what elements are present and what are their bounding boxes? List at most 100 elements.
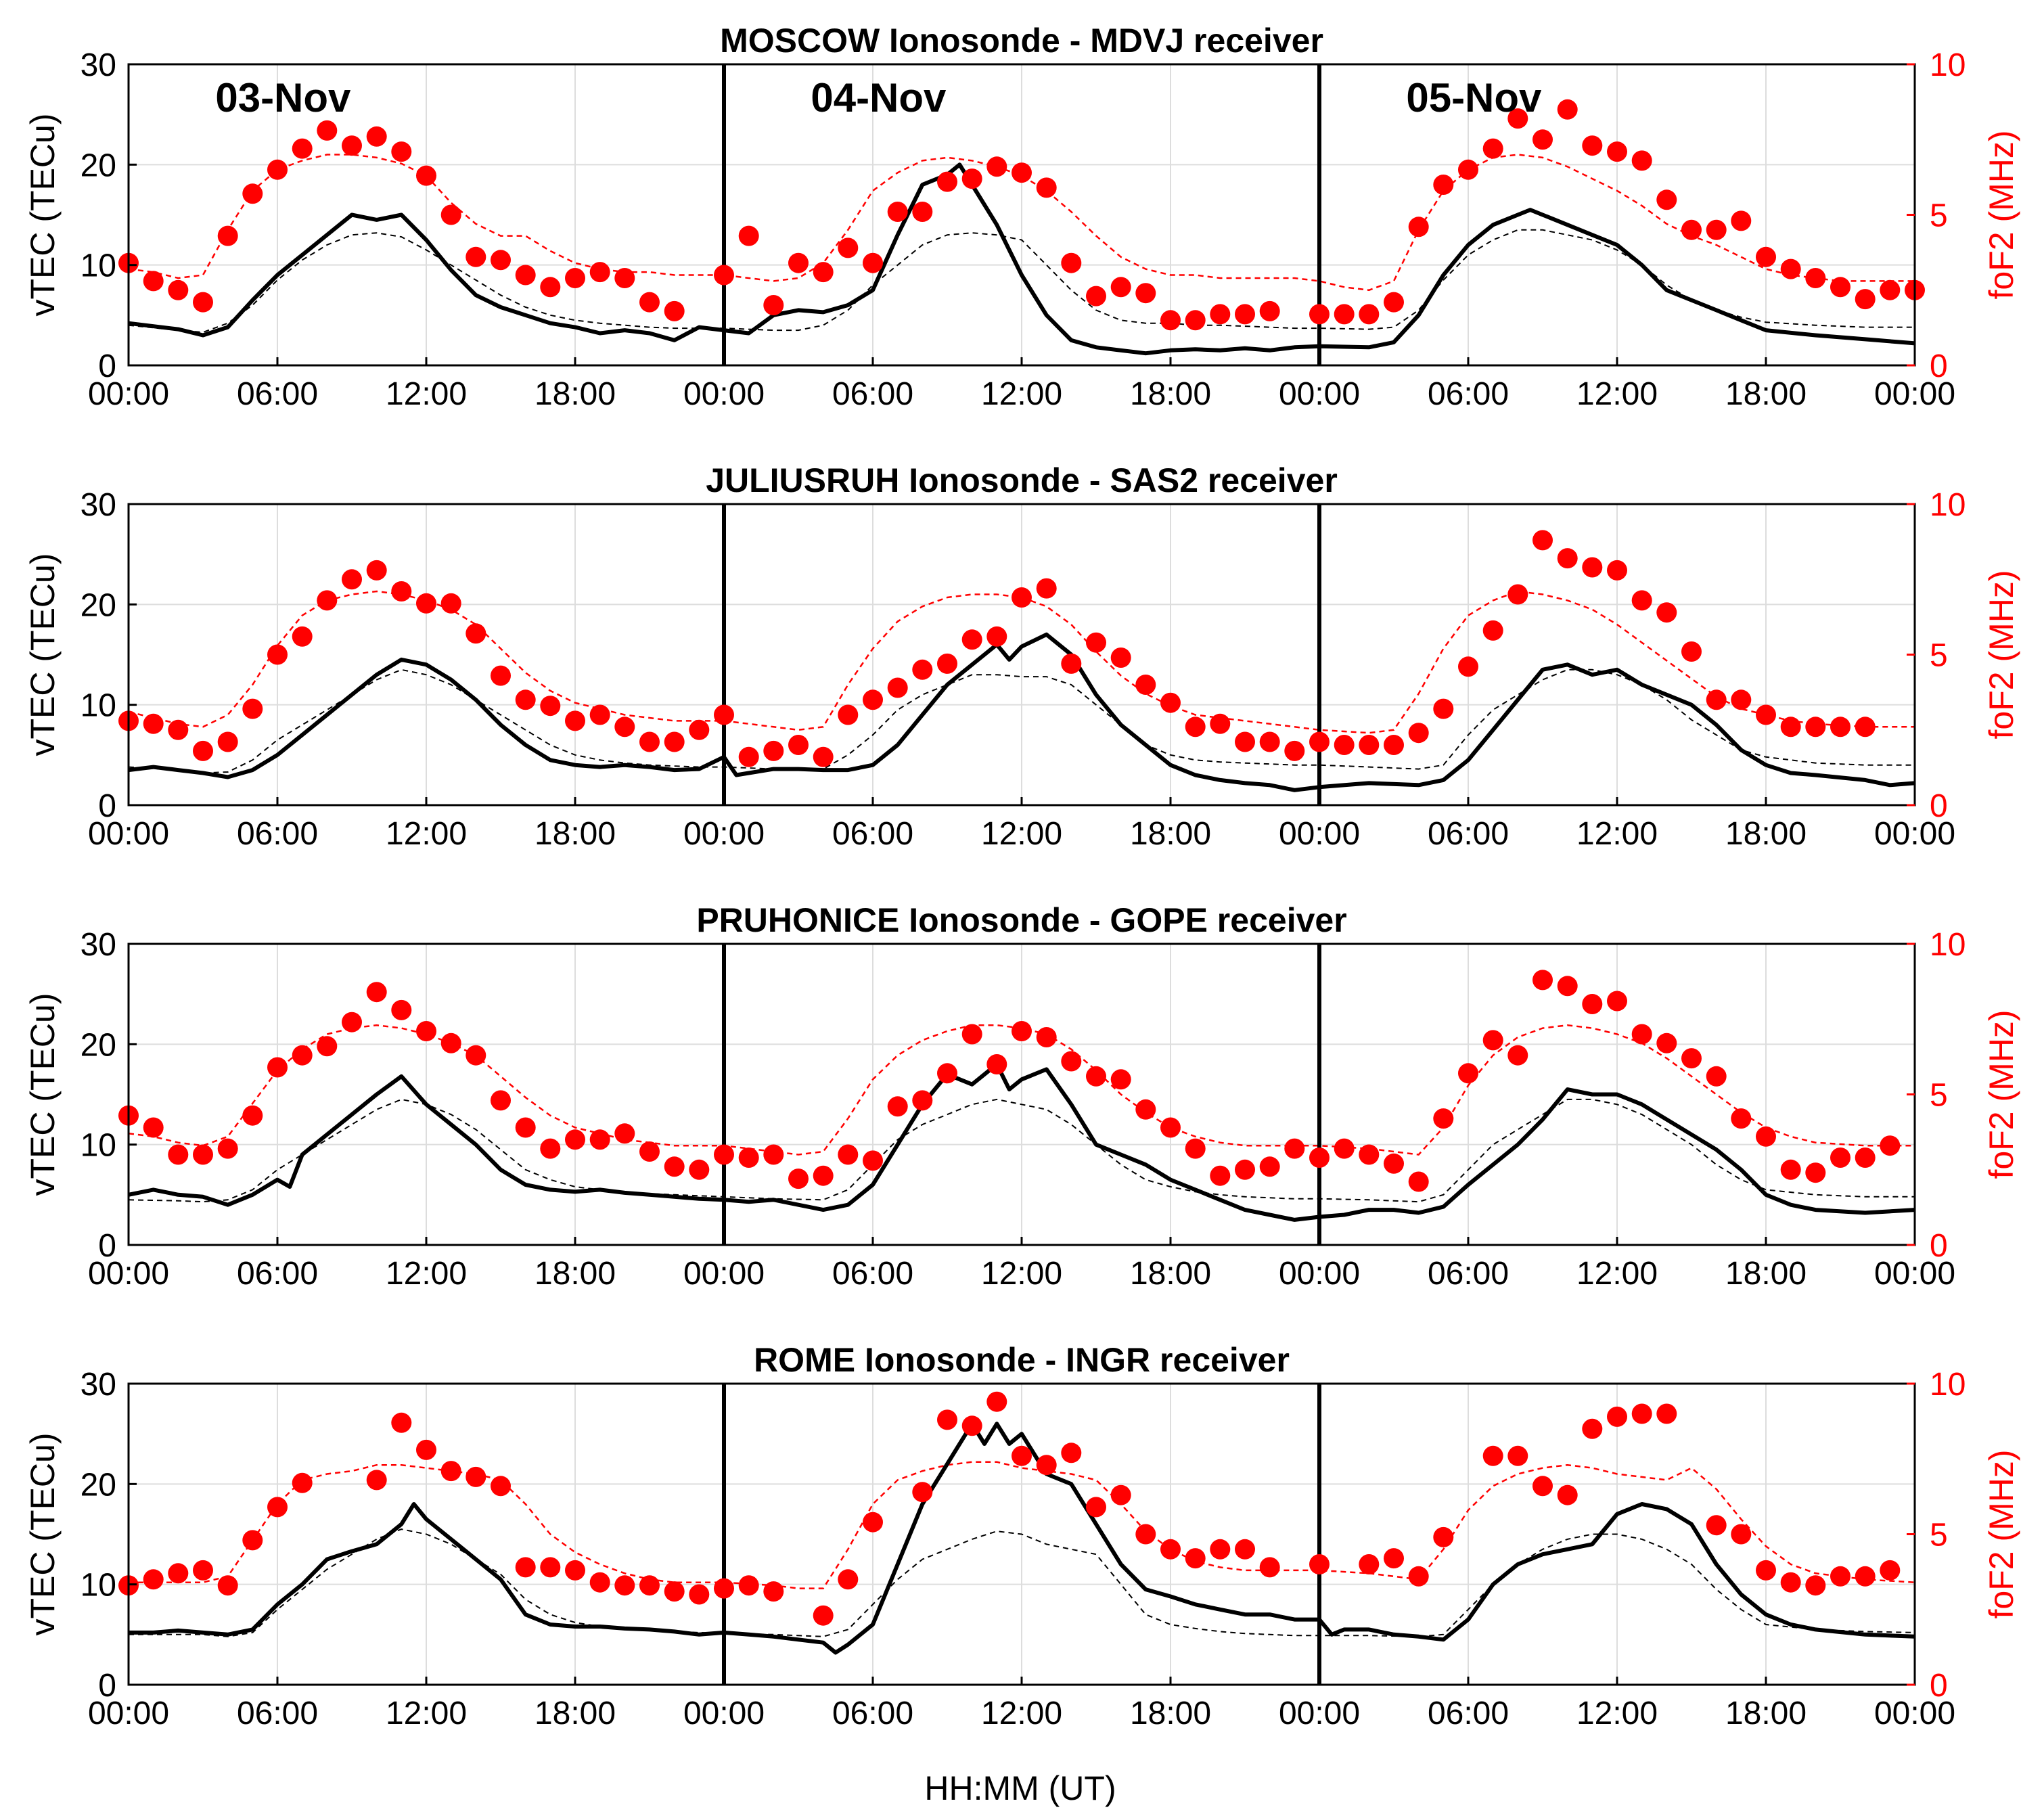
fof2-point bbox=[589, 1572, 610, 1593]
x-tick-label: 00:00 bbox=[1874, 816, 1955, 852]
fof2-point bbox=[391, 141, 412, 162]
fof2-point bbox=[1631, 1403, 1652, 1424]
fof2-point bbox=[1706, 1066, 1727, 1087]
fof2-point bbox=[1086, 1497, 1106, 1518]
fof2-point bbox=[1607, 560, 1627, 581]
fof2-point bbox=[1756, 1126, 1776, 1147]
x-tick-label: 00:00 bbox=[88, 816, 169, 852]
fof2-point bbox=[887, 1096, 908, 1117]
fof2-point bbox=[440, 593, 461, 614]
fof2-point bbox=[689, 1159, 710, 1180]
x-tick-label: 06:00 bbox=[832, 1696, 913, 1731]
fof2-point bbox=[639, 1141, 660, 1162]
fof2-point bbox=[416, 593, 436, 614]
fof2-point bbox=[1012, 162, 1032, 183]
fof2-point bbox=[1830, 277, 1850, 298]
fof2-point bbox=[838, 237, 859, 258]
fof2-point bbox=[168, 1144, 189, 1165]
fof2-point bbox=[391, 1412, 412, 1433]
fof2-point bbox=[714, 265, 734, 286]
fof2-point bbox=[986, 1391, 1007, 1412]
fof2-point bbox=[614, 717, 635, 737]
fof2-point bbox=[1607, 141, 1627, 162]
vtec-observed-line bbox=[128, 632, 1915, 792]
y-tick-label-right: 5 bbox=[1930, 1518, 1948, 1553]
fof2-point bbox=[317, 120, 338, 141]
fof2-point bbox=[838, 1569, 859, 1590]
fof2-point bbox=[1433, 1108, 1454, 1129]
x-tick-label: 00:00 bbox=[683, 1256, 765, 1292]
fof2-point bbox=[1012, 1445, 1032, 1466]
x-tick-label: 00:00 bbox=[88, 1256, 169, 1292]
fof2-point bbox=[366, 560, 387, 581]
fof2-point bbox=[391, 999, 412, 1020]
x-tick-label: 06:00 bbox=[237, 816, 318, 852]
fof2-point bbox=[1235, 731, 1255, 752]
fof2-point bbox=[491, 1476, 511, 1497]
fof2-point bbox=[540, 696, 561, 717]
fof2-point bbox=[1185, 1138, 1206, 1159]
fof2-point bbox=[143, 713, 164, 734]
fof2-point bbox=[1582, 135, 1603, 156]
x-tick-label: 18:00 bbox=[1725, 376, 1807, 412]
fof2-point bbox=[1557, 99, 1578, 120]
x-tick-label: 18:00 bbox=[1130, 1256, 1211, 1292]
x-tick-label: 18:00 bbox=[1725, 816, 1807, 852]
fof2-point bbox=[1135, 675, 1156, 695]
fof2-point bbox=[1458, 1063, 1478, 1084]
fof2-point bbox=[937, 171, 957, 192]
fof2-point bbox=[1160, 1117, 1181, 1138]
fof2-point bbox=[1235, 1159, 1255, 1180]
fof2-point bbox=[168, 279, 189, 300]
y-tick-label-right: 10 bbox=[1930, 927, 1966, 963]
fof2-point bbox=[465, 1045, 486, 1066]
fof2-point bbox=[986, 626, 1007, 647]
panel-title: ROME Ionosonde - INGR receiver bbox=[754, 1341, 1290, 1379]
fof2-point bbox=[689, 719, 710, 740]
y-axis-label-left: vTEC (TECu) bbox=[24, 993, 62, 1196]
x-tick-label: 06:00 bbox=[1428, 376, 1509, 412]
fof2-point bbox=[1309, 1554, 1330, 1574]
fof2-point bbox=[961, 168, 982, 189]
fof2-point bbox=[515, 689, 536, 710]
fof2-point bbox=[1259, 1557, 1280, 1578]
x-tick-label: 12:00 bbox=[981, 376, 1062, 412]
fof2-point bbox=[1284, 740, 1305, 761]
fof2-point bbox=[912, 202, 933, 222]
fof2-point bbox=[540, 1138, 561, 1159]
day-label: 03-Nov bbox=[215, 75, 351, 120]
fof2-point bbox=[689, 1584, 710, 1605]
fof2-point bbox=[1185, 1548, 1206, 1569]
fof2-point bbox=[267, 159, 288, 180]
fof2-point bbox=[540, 277, 561, 298]
fof2-point bbox=[1110, 1069, 1131, 1090]
fof2-point bbox=[714, 1578, 734, 1599]
fof2-point bbox=[1408, 723, 1429, 744]
fof2-point bbox=[1706, 219, 1727, 240]
fof2-point bbox=[1880, 1560, 1901, 1581]
fof2-point bbox=[1359, 304, 1380, 325]
fof2-point bbox=[1731, 1108, 1752, 1129]
fof2-point bbox=[664, 731, 685, 752]
fof2-point bbox=[1780, 258, 1801, 279]
fof2-point bbox=[813, 262, 834, 283]
fof2-point bbox=[1780, 1572, 1801, 1593]
fof2-point bbox=[565, 710, 585, 731]
fof2-point bbox=[1036, 1455, 1057, 1476]
x-tick-label: 12:00 bbox=[981, 1256, 1062, 1292]
fof2-point bbox=[813, 1165, 834, 1186]
fof2-point bbox=[1210, 304, 1231, 325]
fof2-point bbox=[838, 1144, 859, 1165]
fof2-point bbox=[887, 677, 908, 698]
y-tick-label-left: 20 bbox=[81, 1027, 116, 1063]
x-tick-label: 06:00 bbox=[237, 376, 318, 412]
y-tick-label-right: 0 bbox=[1930, 788, 1948, 824]
vtec-median-line bbox=[129, 1528, 1915, 1637]
x-tick-label: 18:00 bbox=[535, 376, 616, 412]
y-tick-label-left: 30 bbox=[81, 927, 116, 963]
x-tick-label: 06:00 bbox=[832, 816, 913, 852]
fof2-point bbox=[912, 1090, 933, 1111]
y-axis-label-right: foF2 (MHz) bbox=[1982, 131, 2020, 300]
fof2-point bbox=[1830, 717, 1850, 737]
